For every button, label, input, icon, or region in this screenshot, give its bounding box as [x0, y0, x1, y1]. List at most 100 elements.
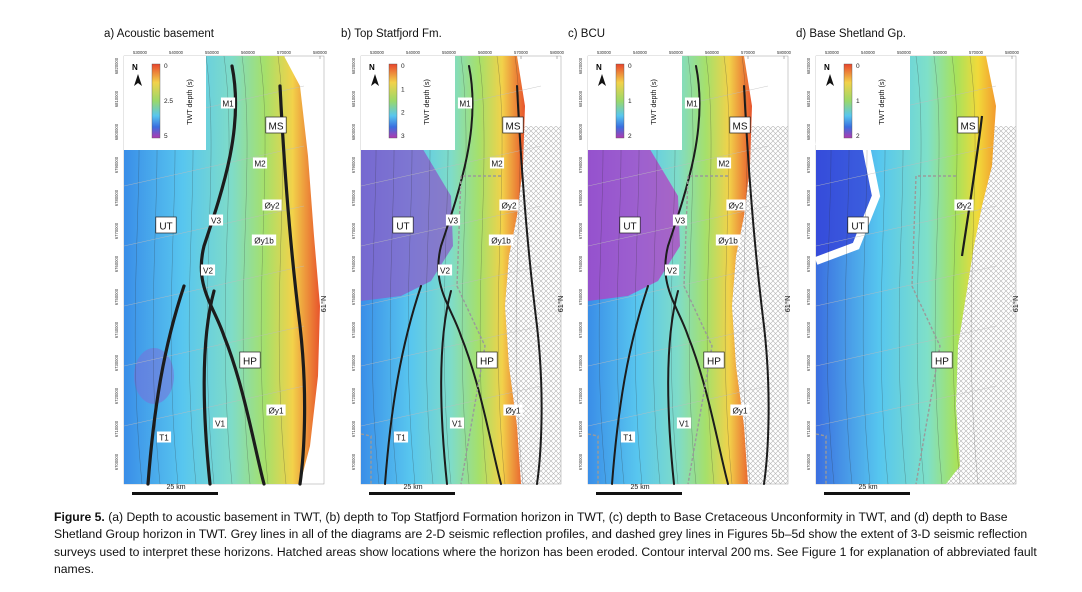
map-svg: 530000 540000 550000 560000 570000 580000 6820… — [578, 50, 792, 495]
north-arrow-label: N — [369, 63, 375, 72]
panel-d: d) Base Shetland Gp. 530000 540000 550000 5… — [796, 28, 1024, 498]
y-tick-label: 6800000 — [806, 123, 811, 140]
x-tick-label: 560000 — [933, 50, 948, 55]
y-tick-label: 6780000 — [578, 189, 583, 206]
y-tick-label: 6780000 — [114, 189, 119, 206]
legend-colorbar — [615, 63, 625, 139]
y-tick-label: 6760000 — [114, 255, 119, 272]
y-tick-label: 6730000 — [114, 354, 119, 371]
svg-text:M1: M1 — [686, 100, 698, 109]
svg-text:M1: M1 — [222, 100, 234, 109]
legend-tick-label: 0 — [856, 63, 860, 70]
fault-label-ut: UT — [847, 216, 869, 234]
x-tick-label: 580000 — [550, 50, 565, 55]
map: 530000 540000 550000 560000 570000 580000 6820… — [568, 46, 796, 506]
y-tick-label: 6750000 — [351, 288, 356, 305]
x-tick-label: 530000 — [597, 50, 612, 55]
y-tick-label: 6800000 — [578, 123, 583, 140]
svg-text:Øy1: Øy1 — [505, 407, 520, 416]
y-tick-label: 6730000 — [578, 354, 583, 371]
legend-tick-label: 0 — [401, 63, 405, 70]
fault-trace — [384, 285, 422, 485]
fault-label-m2: M2 — [489, 157, 505, 169]
scale-bar — [132, 492, 218, 495]
y-tick-label: 6790000 — [806, 156, 811, 173]
fault-label-hp: HP — [476, 351, 498, 369]
fault-label-v1: V1 — [212, 417, 228, 429]
svg-text:Øy2: Øy2 — [264, 202, 279, 211]
x-tick-label: 540000 — [861, 50, 876, 55]
fault-label-oy1b: Øy1b — [488, 234, 514, 246]
x-tick-label: 530000 — [133, 50, 148, 55]
x-tick-label: 570000 — [741, 50, 756, 55]
fault-label-oy1: Øy1 — [730, 404, 750, 416]
fault-label-oy2: Øy2 — [954, 199, 974, 211]
fault-label-ms: MS — [502, 116, 524, 134]
panel-title: b) Top Statfjord Fm. — [341, 28, 442, 40]
y-tick-label: 6810000 — [578, 90, 583, 107]
legend-box — [588, 56, 682, 150]
svg-text:Øy1: Øy1 — [268, 407, 283, 416]
legend-title: TWT depth (s) — [649, 79, 658, 125]
svg-text:Øy2: Øy2 — [956, 202, 971, 211]
x-tick-label: 550000 — [205, 50, 220, 55]
fault-label-m1: M1 — [684, 97, 700, 109]
figure-caption: Figure 5. (a) Depth to acoustic basement… — [54, 509, 1054, 579]
x-tick-label: 540000 — [169, 50, 184, 55]
y-tick-label: 6720000 — [578, 387, 583, 404]
x-tick-label: 570000 — [514, 50, 529, 55]
svg-text:M2: M2 — [718, 160, 730, 169]
fault-label-v1: V1 — [449, 417, 465, 429]
x-tick-label: 540000 — [406, 50, 421, 55]
x-tick-label: 580000 — [777, 50, 792, 55]
fault-label-ut: UT — [155, 216, 177, 234]
svg-text:Øy1b: Øy1b — [718, 237, 738, 246]
svg-text:V2: V2 — [203, 267, 213, 276]
svg-text:V3: V3 — [675, 217, 685, 226]
3d-survey-outline — [360, 175, 501, 485]
x-tick-label: 550000 — [442, 50, 457, 55]
legend-tick-label: 1 — [628, 98, 632, 105]
svg-text:V1: V1 — [215, 420, 225, 429]
y-tick-label: 6770000 — [114, 222, 119, 239]
fault-label-oy1: Øy1 — [503, 404, 523, 416]
fault-label-t1: T1 — [393, 431, 409, 443]
svg-text:HP: HP — [935, 356, 949, 367]
legend-tick-label: 2 — [628, 133, 632, 140]
map: 530000 540000 550000 560000 570000 580000 6820… — [341, 46, 569, 506]
fault-trace — [664, 65, 729, 485]
panel-title: c) BCU — [568, 28, 606, 40]
x-tick-label: 580000 — [1005, 50, 1020, 55]
legend-tick-label: 5 — [164, 133, 168, 140]
y-tick-label: 6790000 — [351, 156, 356, 173]
fault-label-hp: HP — [703, 351, 725, 369]
fault-trace — [146, 284, 186, 486]
north-arrow-icon — [371, 74, 379, 86]
y-tick-label: 6740000 — [806, 321, 811, 338]
map-svg: 530000 540000 550000 560000 570000 580000 6820… — [114, 50, 328, 495]
north-arrow-label: N — [596, 63, 602, 72]
latitude-label: 61°N — [556, 296, 565, 313]
legend-colorbar — [843, 63, 853, 139]
fault-label-oy1: Øy1 — [266, 404, 286, 416]
panel-b: b) Top Statfjord Fm. 530000 540000 550000 5… — [341, 28, 569, 498]
y-tick-label: 6780000 — [351, 189, 356, 206]
scale-bar — [369, 492, 455, 495]
svg-text:HP: HP — [480, 356, 494, 367]
y-tick-label: 6720000 — [806, 387, 811, 404]
x-tick-label: 580000 — [313, 50, 328, 55]
legend-box — [361, 56, 455, 150]
fault-label-v2: V2 — [437, 264, 453, 276]
map-svg: 530000 540000 550000 560000 570000 580000 6820… — [351, 50, 565, 495]
svg-text:UT: UT — [623, 221, 636, 232]
fault-label-m1: M1 — [457, 97, 473, 109]
x-tick-label: 530000 — [825, 50, 840, 55]
x-tick-label: 530000 — [370, 50, 385, 55]
north-arrow-icon — [134, 74, 142, 86]
y-tick-label: 6760000 — [351, 255, 356, 272]
y-tick-label: 6820000 — [578, 57, 583, 74]
svg-text:Øy1b: Øy1b — [254, 237, 274, 246]
y-tick-label: 6820000 — [114, 57, 119, 74]
fault-label-oy2: Øy2 — [499, 199, 519, 211]
map: 530000 540000 550000 560000 570000 580000 6820… — [796, 46, 1024, 506]
